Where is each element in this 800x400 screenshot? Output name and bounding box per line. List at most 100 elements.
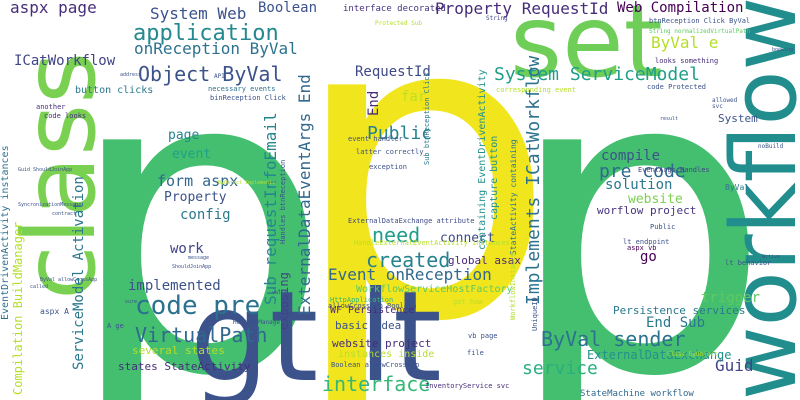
cloud-word: states StateActivity (118, 360, 251, 373)
cloud-word: StateMachine workflow (580, 389, 694, 399)
cloud-word: EventDrivenActivity instances (0, 145, 11, 320)
cloud-word: service (522, 358, 598, 379)
cloud-word: worflow project (597, 204, 697, 217)
cloud-word: Public (367, 123, 433, 144)
cloud-word: address (120, 72, 142, 78)
cloud-word: Guid ShouldJoinApp (18, 167, 73, 173)
cloud-word: ExternalDataExchange attribute (348, 217, 475, 225)
cloud-word: Public (650, 223, 676, 231)
cloud-word: interface (322, 372, 431, 396)
cloud-word: p (505, 0, 772, 400)
cloud-word: ByVal e (651, 33, 719, 52)
cloud-word: p (65, 0, 332, 400)
cloud-word: lt endpoint (623, 238, 670, 246)
cloud-word: HttpApplication (330, 296, 394, 304)
cloud-word: VirtualPath (135, 323, 268, 347)
cloud-word: ByVal allowCrossApp (40, 277, 98, 283)
cloud-word: A ge (107, 322, 124, 330)
cloud-word: website project (332, 337, 432, 350)
cloud-word: instances inside (338, 349, 435, 360)
cloud-word: another (36, 103, 66, 111)
cloud-word: valid (272, 290, 288, 296)
cloud-word: aspx vb (627, 244, 657, 252)
cloud-word: config (180, 207, 231, 223)
cloud-word: ByObject Implements (218, 180, 276, 186)
cloud-word: HostingManager (233, 319, 284, 326)
cloud-word: website (628, 192, 683, 207)
cloud-word: System ServiceModel (494, 64, 700, 85)
cloud-word: Object ByVal (138, 62, 283, 86)
cloud-word: WorkflowInstance (509, 252, 517, 320)
cloud-word: onReception ByVal (134, 39, 298, 58)
cloud-word: System Web (150, 4, 247, 23)
cloud-word: allowed (712, 97, 738, 104)
cloud-word: Boolean allowCrossApp (331, 361, 420, 369)
cloud-word: Guid (715, 356, 754, 375)
cloud-word: lt behavior (725, 259, 772, 267)
cloud-word: EventArgs Handles (638, 166, 710, 174)
cloud-word: containing EventDrivenActivity (477, 69, 488, 250)
cloud-word: API (214, 73, 225, 80)
cloud-word: Event onReception (328, 265, 492, 284)
cloud-word: far (401, 89, 427, 105)
cloud-word: sure (125, 299, 138, 305)
cloud-word: aspx page (10, 0, 97, 17)
cloud-word: System (718, 112, 758, 125)
cloud-word: binReception Click (210, 94, 286, 102)
cloud-word: InventoryService svc (425, 382, 510, 390)
cloud-word: got how (453, 298, 483, 306)
cloud-word: pre code (599, 161, 686, 182)
cloud-word: code looks (44, 112, 87, 120)
cloud-word: workflow (712, 0, 800, 400)
cloud-word: HandleExternalEventActivity instances (354, 239, 510, 247)
cloud-word: End Sub (646, 315, 706, 331)
cloud-word: ByVal sender (541, 327, 686, 351)
cloud-word: Handles btnReception (279, 159, 287, 244)
cloud-word: String (486, 15, 508, 22)
cloud-word: Web Compilation (617, 0, 744, 16)
cloud-word: necessary events (208, 85, 276, 93)
cloud-word: gt lt (190, 265, 442, 400)
cloud-word: latter correctly (356, 148, 424, 156)
cloud-word: global asax (448, 254, 521, 267)
cloud-word: p (290, 0, 557, 400)
cloud-word: application (133, 21, 279, 46)
cloud-word: contract (52, 211, 77, 217)
cloud-word: WorkflowServiceHostFactory (356, 284, 513, 295)
cloud-word: solution (605, 177, 673, 193)
cloud-word: aspx A (40, 307, 69, 316)
cloud-word: WF Persistence (330, 305, 415, 316)
cloud-word: Protected Sub (375, 20, 422, 27)
cloud-word: event handler (348, 135, 403, 143)
cloud-word: Persistence services (613, 304, 746, 317)
cloud-word: SyncronizationMessage (18, 202, 82, 208)
cloud-word: capture button (489, 135, 500, 220)
cloud-word: message (188, 255, 210, 261)
cloud-word: work (170, 241, 204, 257)
cloud-word: event (172, 147, 212, 162)
cloud-word: compile (601, 148, 661, 164)
cloud-word: file (467, 349, 484, 357)
cloud-word: RequestId (355, 64, 431, 80)
cloud-word: ShouldJoinApp (172, 264, 212, 270)
cloud-word: Sub btnReception Click (423, 72, 431, 165)
cloud-word: Compilation BuildManager (11, 221, 25, 395)
cloud-word: page (168, 128, 200, 143)
cloud-word: vb page (468, 332, 498, 340)
cloud-word: booking (772, 47, 794, 53)
cloud-word: svc (712, 103, 723, 110)
cloud-word: ExternalDataEventArgs End (295, 74, 314, 315)
cloud-word: several states (132, 344, 225, 357)
cloud-word: UniqueID (531, 297, 539, 331)
cloud-word: set (510, 0, 663, 100)
cloud-word: need (372, 223, 421, 247)
cloud-word: interface decorated (343, 4, 446, 14)
cloud-word: Class ByObject (667, 351, 718, 358)
cloud-word: code pre (135, 291, 261, 321)
cloud-word: ByVal (725, 183, 750, 192)
cloud-word: connect (440, 231, 495, 246)
cloud-word: ICatWorkflow (14, 53, 116, 69)
cloud-word: active (762, 254, 781, 260)
cloud-word: called (30, 284, 49, 290)
